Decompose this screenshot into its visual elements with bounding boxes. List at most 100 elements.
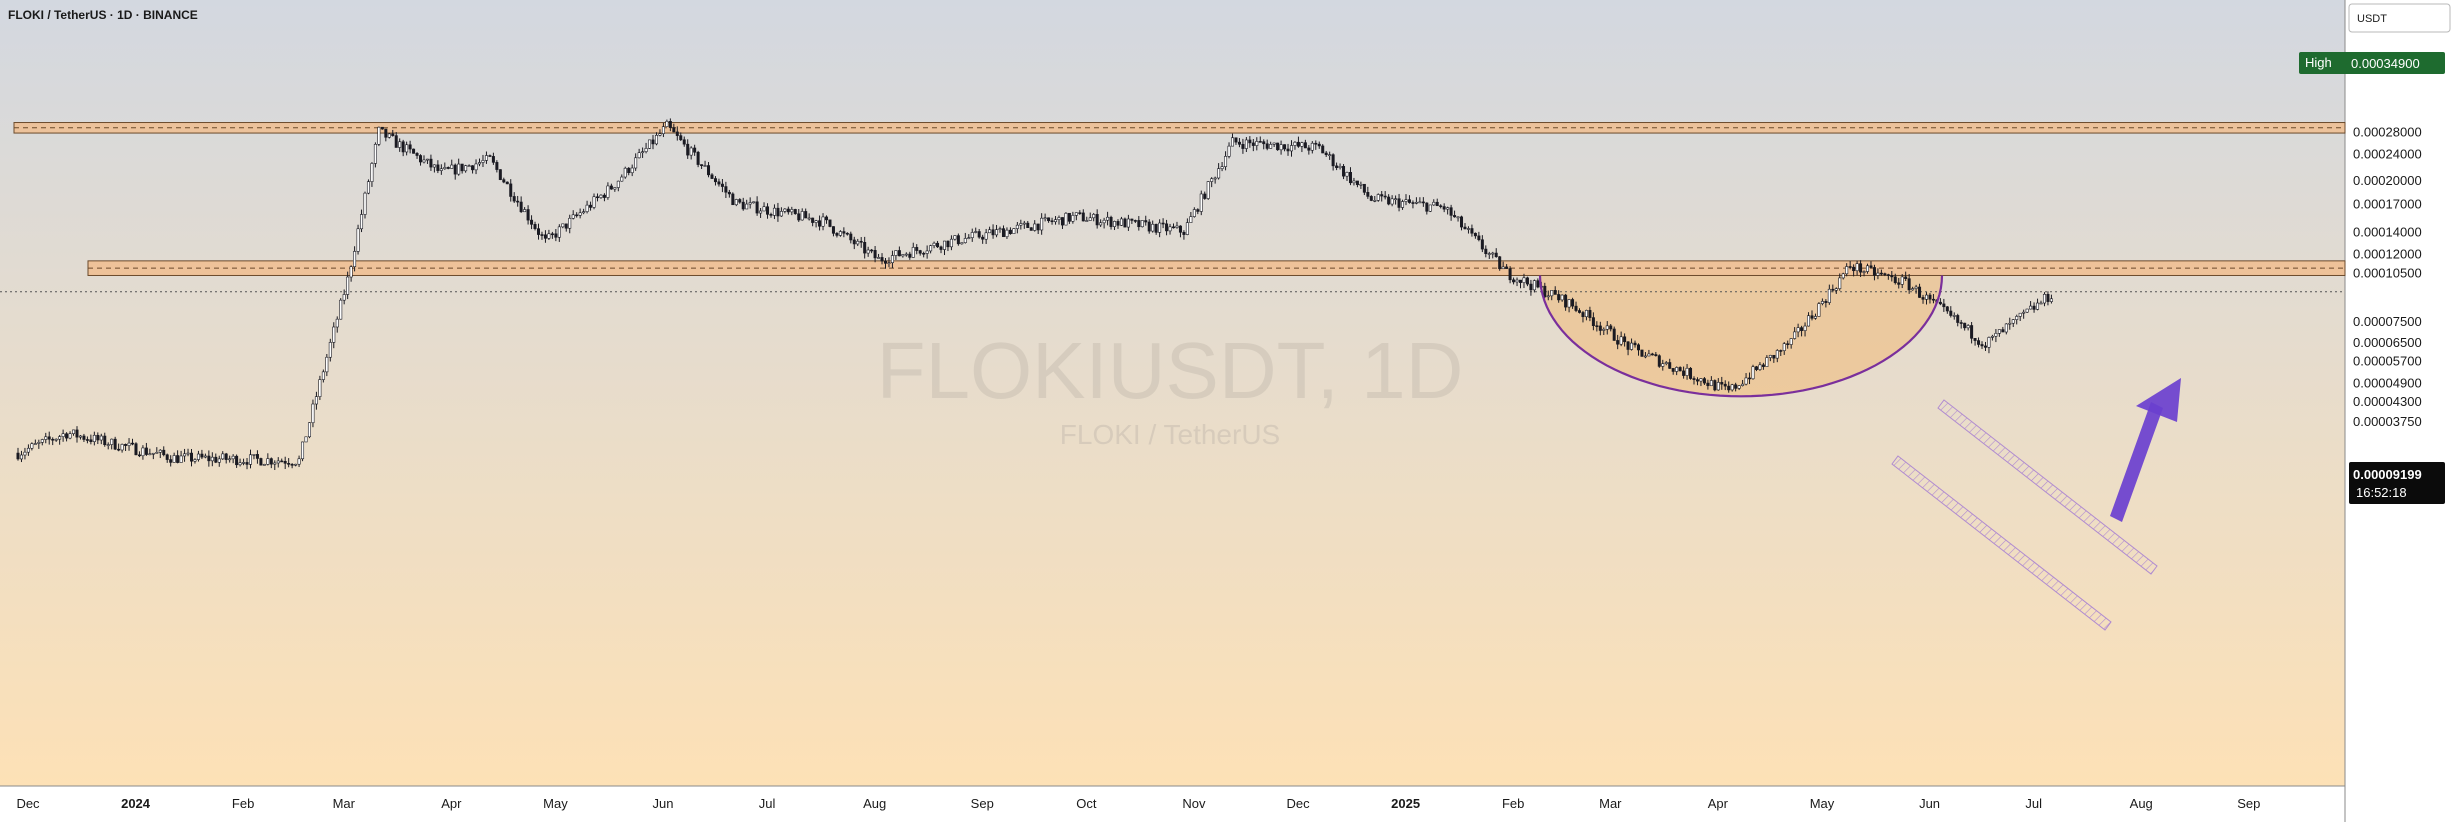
candle-body [589, 204, 593, 208]
candle-body [977, 231, 981, 238]
candle-body [752, 201, 756, 204]
breakout-arrow[interactable] [2110, 378, 2181, 522]
candle-body [1033, 223, 1037, 231]
candle-body [1147, 221, 1151, 232]
last-price-badge-bg [2349, 462, 2445, 504]
candle-body [377, 126, 381, 145]
time-axis-labels: Dec 2024 Feb Mar Apr May Jun Jul Aug Sep Oct Nov Dec… [16, 796, 2260, 811]
candle-body [1154, 223, 1158, 233]
candle-body [866, 249, 870, 254]
candle-body [283, 460, 287, 464]
candle-body [720, 183, 724, 187]
time-tick-label: May [1810, 796, 1835, 811]
candle-body [1040, 217, 1044, 231]
candle-body [1741, 383, 1745, 386]
candle-body [1859, 263, 1863, 273]
candle-body [1862, 271, 1866, 273]
candle-body [1123, 218, 1127, 228]
descending-channel[interactable] [1891, 399, 2158, 631]
candle-body [1657, 355, 1661, 367]
candle-body [113, 438, 117, 450]
candle-body [1442, 206, 1446, 210]
candle-body [533, 224, 537, 229]
candle-body [1501, 266, 1505, 270]
candle-body [1054, 219, 1058, 223]
candle-body [328, 342, 332, 358]
candle-body [498, 169, 502, 180]
candle-body [158, 449, 162, 453]
candle-body [904, 253, 908, 256]
time-tick-label: Dec [16, 796, 40, 811]
candle-body [568, 217, 572, 229]
candle-body [890, 255, 894, 264]
candle-body [207, 455, 211, 462]
candle-body [366, 181, 370, 194]
currency-button-bg[interactable] [2348, 3, 2451, 33]
candle-body [412, 148, 416, 154]
candle-body [1789, 338, 1793, 345]
candle-body [450, 164, 454, 169]
candle-body [637, 152, 641, 159]
candle-body [1879, 272, 1883, 275]
symbol-title[interactable]: FLOKI / TetherUS · 1D · BINANCE [8, 8, 198, 22]
candle-body [870, 249, 874, 252]
candle-body [779, 211, 783, 217]
candle-body [859, 240, 863, 243]
candle-body [734, 199, 738, 206]
candle-body [1654, 354, 1658, 357]
candle-body [1532, 280, 1536, 291]
candle-body [1286, 148, 1290, 152]
candle-body [478, 162, 482, 165]
candle-body [1102, 219, 1106, 224]
candle-body [1369, 196, 1373, 201]
candle-body [332, 326, 336, 343]
candle-body [724, 186, 728, 193]
price-axis-background [2345, 0, 2455, 822]
candle-body [137, 454, 141, 457]
price-tick-label: 0.00003750 [2353, 414, 2422, 429]
candle-body [1775, 350, 1779, 359]
candle-body [1203, 193, 1207, 199]
candle-body [2015, 316, 2019, 320]
candle-body [200, 453, 204, 458]
candle-body [228, 458, 232, 461]
candle-body [387, 133, 391, 138]
candle-body [1196, 209, 1200, 212]
candle-body [1421, 201, 1425, 204]
candle-body [1734, 384, 1738, 389]
candle-body [1546, 295, 1550, 298]
candle-body [1168, 226, 1172, 232]
candle-body [505, 181, 509, 185]
candle-body [1512, 279, 1516, 283]
candle-body [1977, 340, 1981, 345]
candle-body [1387, 196, 1391, 205]
candle-body [1178, 225, 1182, 233]
candle-body [557, 226, 561, 238]
candle-body [1550, 290, 1554, 297]
candle-body [401, 141, 405, 153]
candle-body [672, 127, 676, 133]
candle-body [1449, 207, 1453, 216]
candle-body [1643, 355, 1647, 358]
candle-body [16, 452, 20, 460]
candle-body [679, 135, 683, 141]
candle-body [1768, 354, 1772, 358]
candle-body [1761, 364, 1765, 367]
candle-body [1810, 315, 1814, 319]
cup-curve[interactable] [1538, 275, 1944, 398]
candle-body [491, 156, 495, 163]
candle-body [707, 165, 711, 176]
candle-body [1983, 345, 1987, 348]
candle-body [238, 462, 242, 466]
candle-body [2029, 305, 2033, 310]
candle-body [963, 238, 967, 243]
candle-body [176, 455, 180, 463]
candle-body [1557, 294, 1561, 301]
candle-body [1900, 276, 1904, 285]
candle-body [835, 233, 839, 236]
currency-button[interactable]: USDT [2357, 13, 2387, 25]
candle-body [294, 463, 298, 466]
candle-body [1095, 214, 1099, 226]
candle-body [1401, 201, 1405, 208]
